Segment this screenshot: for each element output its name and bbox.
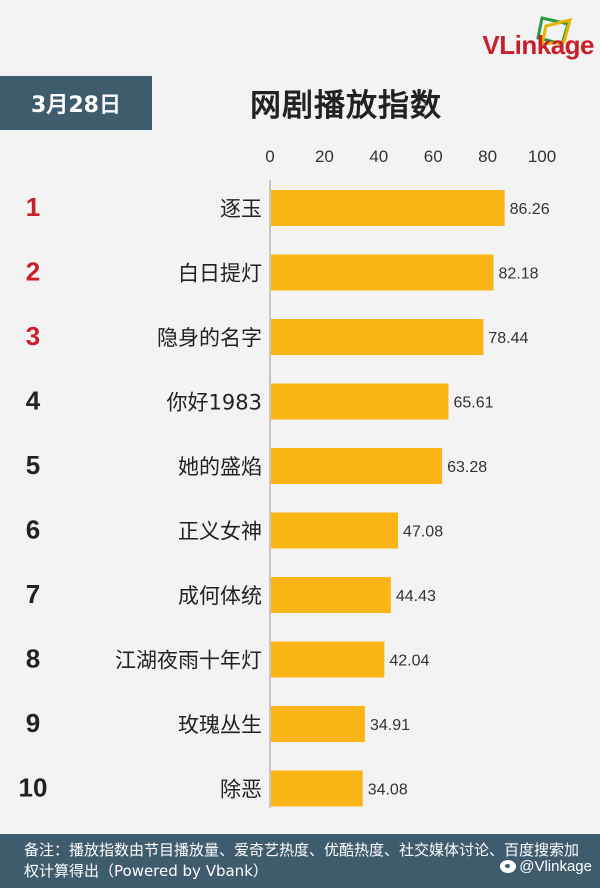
category-label: 逐玉: [220, 197, 262, 221]
category-label: 隐身的名字: [157, 326, 262, 350]
logo-mark-icon: [536, 16, 573, 46]
weibo-icon: [500, 860, 517, 873]
x-tick-label: 100: [528, 147, 556, 166]
value-label: 78.44: [488, 330, 528, 347]
rank-label: 8: [26, 644, 40, 674]
category-label: 你好1983: [167, 391, 262, 415]
rank-label: 3: [26, 321, 40, 351]
bar: [271, 319, 484, 355]
rank-label: 1: [26, 192, 40, 222]
chart-title: 网剧播放指数: [250, 88, 442, 124]
vlinkage-logo: [446, 14, 586, 70]
bar: [271, 254, 494, 291]
bar: [271, 770, 363, 807]
rank-label: 6: [26, 515, 40, 545]
category-label: 玫瑰丛生: [178, 713, 262, 737]
bar-chart: 0 20 40 60 80 100 1 逐玉 86.26 2 白日提灯 82.18 3 隐身的名字 78.4…: [19, 147, 556, 808]
bar: [271, 706, 365, 742]
value-label: 42.04: [389, 653, 429, 670]
x-tick-label: 80: [478, 147, 497, 166]
bar: [271, 190, 505, 226]
category-label: 正义女神: [178, 520, 262, 544]
value-label: 34.91: [370, 717, 410, 734]
rank-label: 7: [26, 579, 40, 609]
weibo-handle: @Vlinkage: [500, 858, 592, 875]
category-label: 白日提灯: [178, 262, 262, 286]
x-tick-label: 20: [315, 147, 334, 166]
weibo-handle-text: @Vlinkage: [519, 858, 592, 875]
x-tick-label: 40: [369, 147, 388, 166]
bar: [271, 641, 385, 678]
value-label: 86.26: [510, 201, 550, 218]
rank-label: 5: [26, 450, 40, 480]
x-tick-label: 0: [265, 147, 274, 166]
value-label: 47.08: [403, 524, 443, 541]
rank-label: 9: [26, 708, 40, 738]
value-label: 82.18: [499, 266, 539, 283]
footer-note: 备注：播放指数由节目播放量、爱奇艺热度、优酷热度、社交媒体讨论、百度搜索加权计算…: [0, 834, 600, 888]
value-label: 65.61: [453, 395, 493, 412]
bar: [271, 383, 449, 420]
value-label: 34.08: [368, 782, 408, 799]
bar: [271, 448, 443, 484]
date-badge: 3月28日: [0, 76, 152, 130]
category-label: 她的盛焰: [178, 455, 262, 479]
value-label: 44.43: [396, 588, 436, 605]
bar: [271, 577, 391, 613]
x-tick-label: 60: [424, 147, 443, 166]
value-label: 63.28: [447, 459, 487, 476]
rank-label: 4: [26, 386, 41, 416]
category-label: 江湖夜雨十年灯: [115, 649, 262, 673]
rank-label: 2: [26, 257, 40, 287]
category-label: 除恶: [220, 778, 262, 802]
bar: [271, 512, 399, 549]
category-label: 成何体统: [178, 584, 262, 608]
logo-text: VLinkage: [482, 30, 594, 60]
rank-label: 10: [19, 773, 48, 803]
